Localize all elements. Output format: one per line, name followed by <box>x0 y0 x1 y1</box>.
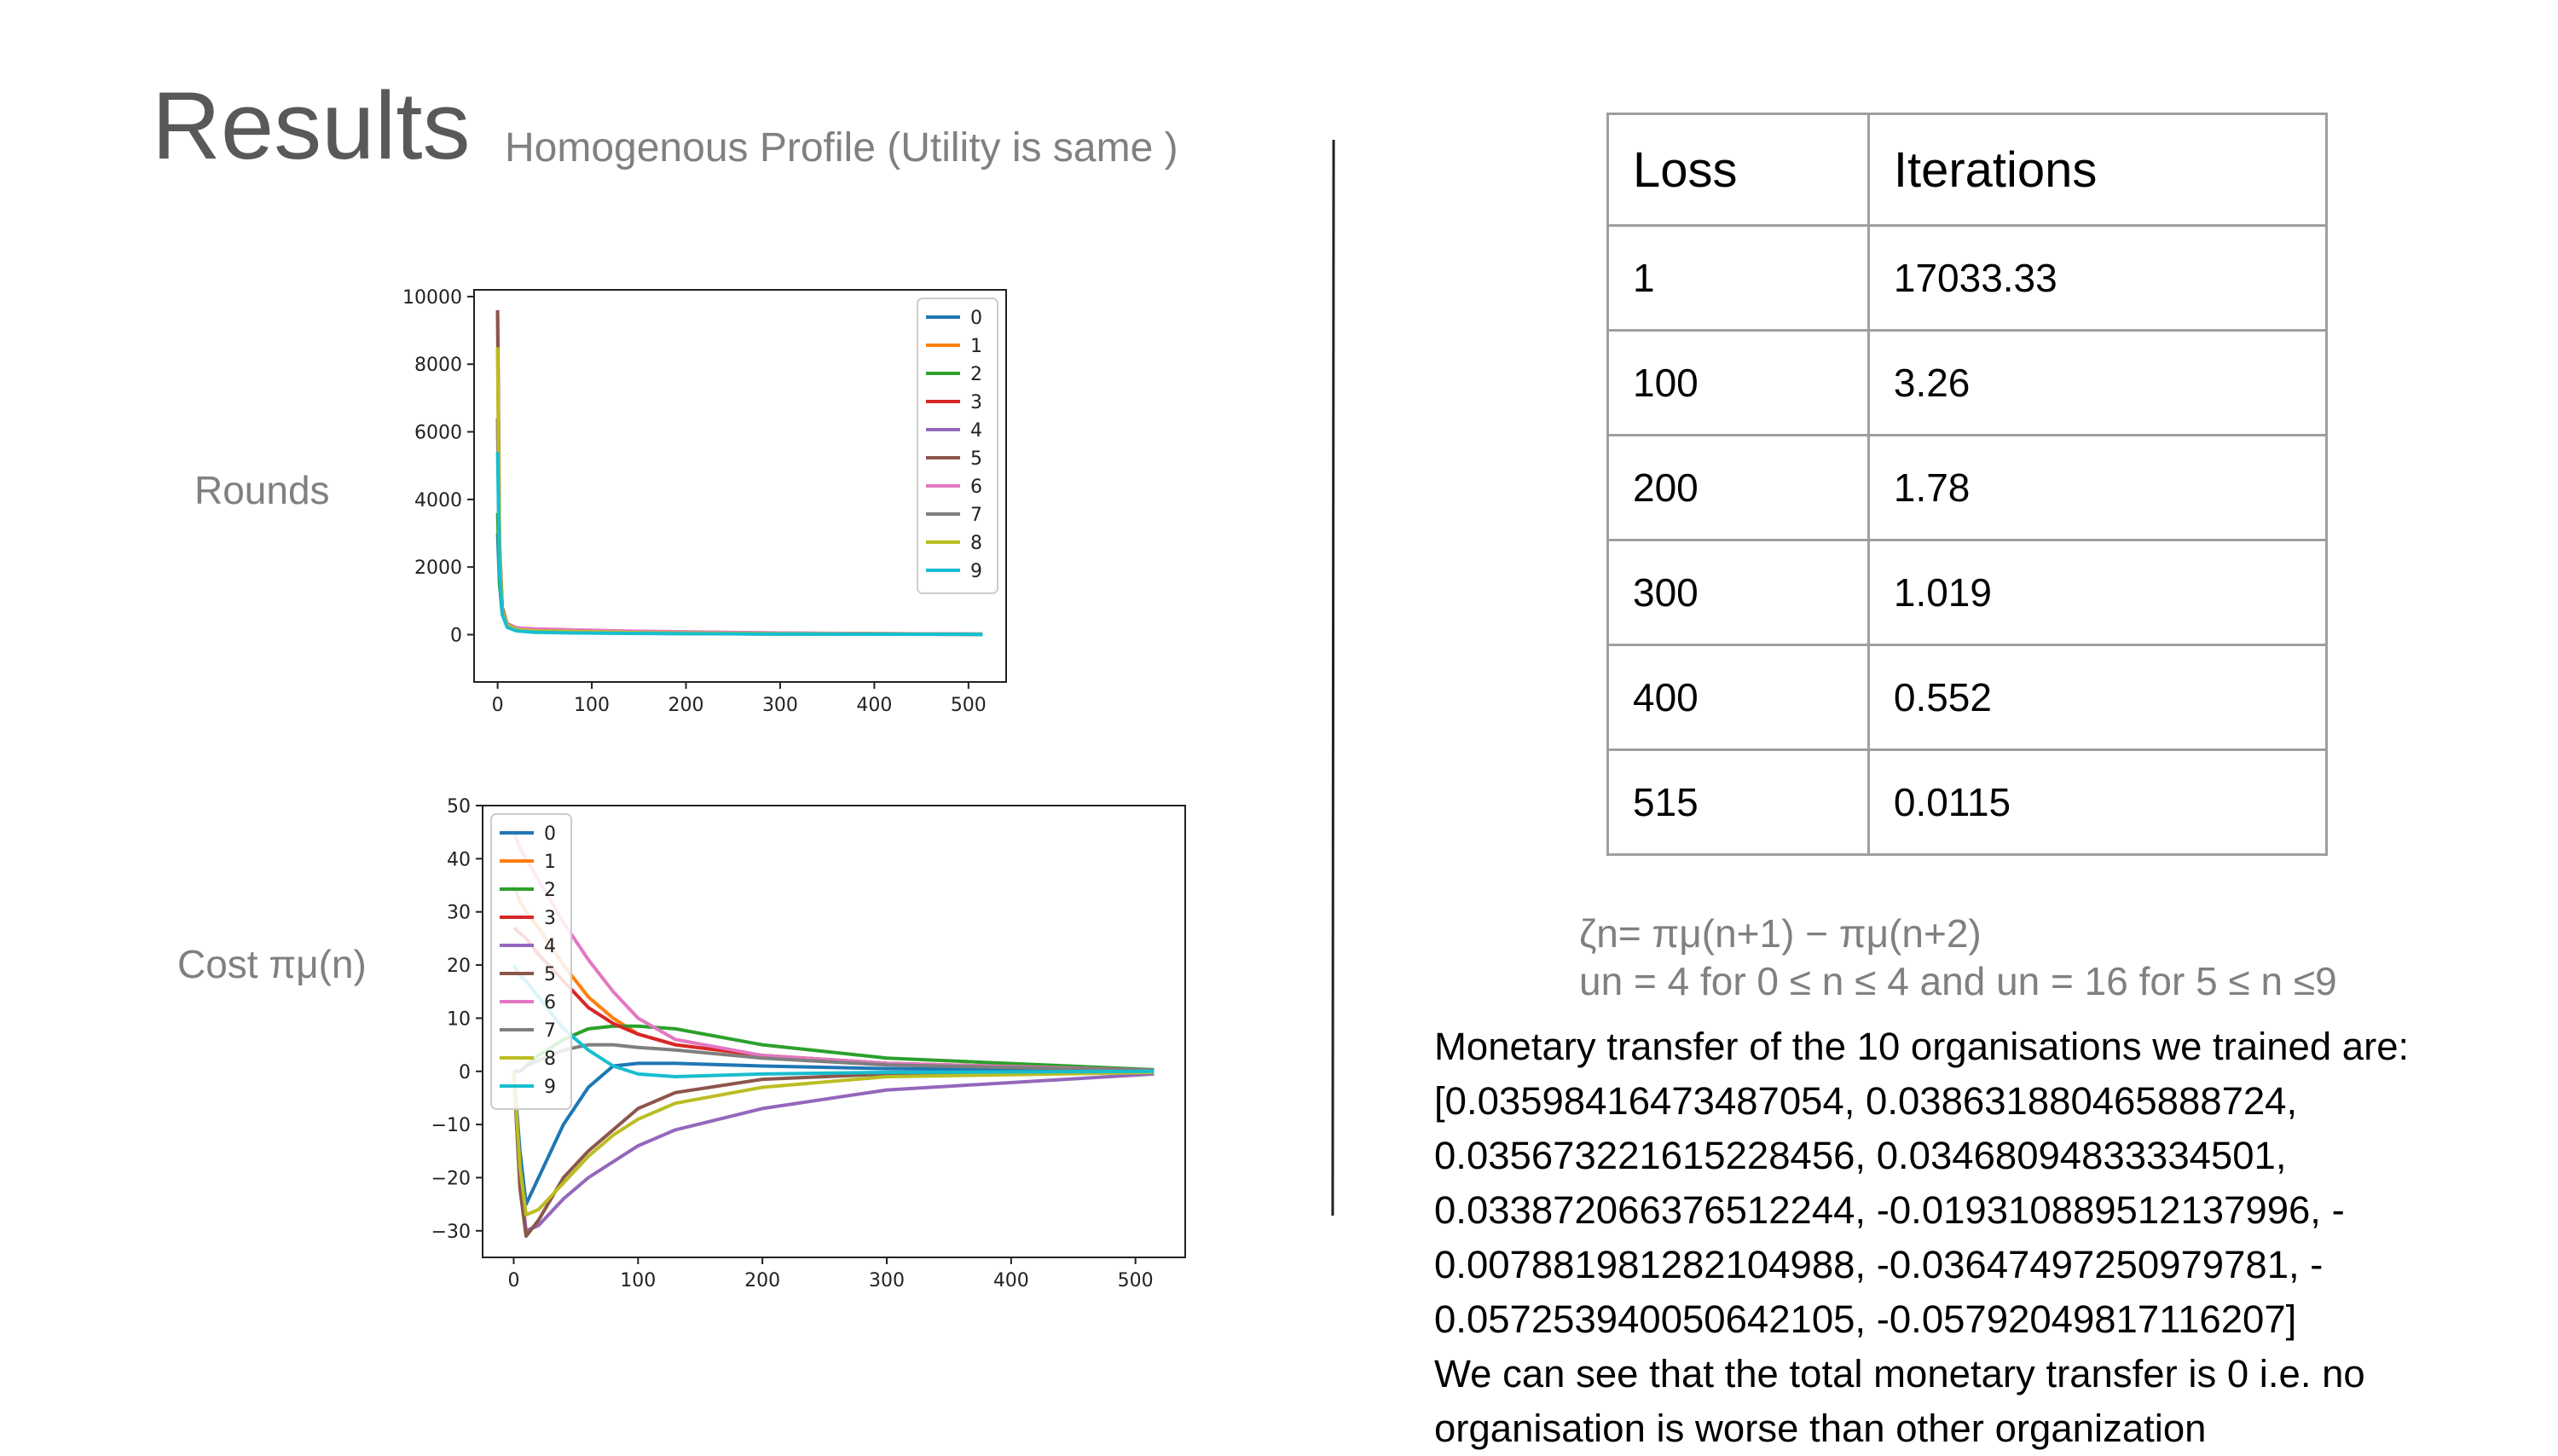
table-header-loss: Loss <box>1606 113 1870 227</box>
legend-box <box>917 298 998 594</box>
x-tick-label: 200 <box>744 1270 780 1291</box>
table-cell: 200 <box>1606 434 1870 541</box>
table-cell: 1.019 <box>1866 539 2329 646</box>
legend-label: 7 <box>970 505 982 526</box>
table-cell: 3.26 <box>1866 329 2329 436</box>
table-row: 300 1.019 <box>1606 539 2329 646</box>
y-tick-label: 10 <box>447 1008 471 1030</box>
y-tick-label: 8000 <box>414 355 462 376</box>
x-tick-label: 0 <box>507 1270 519 1291</box>
loss-iterations-table: Loss Iterations 1 17033.33 100 3.26 200 … <box>1606 113 2329 856</box>
x-tick-label: 100 <box>620 1270 656 1291</box>
cost-chart: 0 100 200 300 400 500−30−20−10010203040500123… <box>431 797 1186 1291</box>
table-header-iterations: Iterations <box>1866 113 2329 227</box>
rounds-chart-label: Rounds <box>194 468 330 512</box>
vertical-divider <box>1331 139 1335 1216</box>
transfer-line: organisation is worse than other organiz… <box>1434 1407 2207 1450</box>
legend-label: 9 <box>970 561 982 582</box>
legend-label: 7 <box>544 1020 556 1042</box>
legend-label: 0 <box>970 308 982 329</box>
legend-label: 1 <box>970 336 982 357</box>
table-cell: 0.0115 <box>1866 748 2329 856</box>
cost-chart-label: Cost πμ(n) <box>177 942 367 986</box>
x-tick-label: 500 <box>1118 1270 1154 1291</box>
page-title: Results <box>152 72 471 179</box>
y-tick-label: 0 <box>459 1062 471 1083</box>
legend-label: 3 <box>970 392 982 413</box>
table-cell: 515 <box>1606 748 1870 856</box>
table-cell: 0.552 <box>1866 644 2329 751</box>
y-tick-label: 4000 <box>414 490 462 511</box>
legend-label: 3 <box>544 908 556 929</box>
transfer-line: [0.03598416473487054, 0.0386318804658887… <box>1434 1079 2298 1123</box>
legend-label: 8 <box>970 533 982 554</box>
x-tick-label: 400 <box>993 1270 1029 1291</box>
x-tick-label: 300 <box>869 1270 905 1291</box>
transfer-line: 0.007881981282104988, -0.036474972509797… <box>1434 1243 2324 1286</box>
y-tick-label: −20 <box>431 1168 471 1189</box>
table-cell: 400 <box>1606 644 1870 751</box>
y-tick-label: −30 <box>431 1222 471 1243</box>
transfer-line: 0.033872066376512244, -0.019310889512137… <box>1434 1188 2345 1232</box>
series-line-8 <box>512 1071 1155 1217</box>
legend-label: 2 <box>544 880 556 901</box>
y-tick-label: 10000 <box>402 287 462 309</box>
x-tick-label: 100 <box>574 695 610 716</box>
x-tick-label: 0 <box>492 695 504 716</box>
table-cell: 1 <box>1606 224 1870 332</box>
y-tick-label: −10 <box>431 1115 471 1136</box>
table-cell: 300 <box>1606 539 1870 646</box>
legend-label: 6 <box>970 477 982 498</box>
legend-label: 0 <box>544 823 556 845</box>
x-tick-label: 400 <box>856 695 892 716</box>
table-row: 400 0.552 <box>1606 644 2329 751</box>
y-tick-label: 2000 <box>414 558 462 579</box>
legend-label: 9 <box>544 1077 556 1098</box>
table-row: 1 17033.33 <box>1606 224 2329 332</box>
transfer-line: Monetary transfer of the 10 organisation… <box>1434 1025 2410 1068</box>
legend-label: 4 <box>970 420 982 442</box>
y-tick-label: 0 <box>450 625 462 646</box>
page-subtitle: Homogenous Profile (Utility is same ) <box>505 125 1178 170</box>
y-tick-label: 6000 <box>414 423 462 444</box>
transfer-line: 0.035673221615228456, 0.0346809483333450… <box>1434 1134 2287 1177</box>
table-cell: 1.78 <box>1866 434 2329 541</box>
legend-label: 2 <box>970 364 982 385</box>
y-tick-label: 30 <box>447 903 471 924</box>
transfer-line: 0.057253940050642105, -0.057920498171162… <box>1434 1297 2297 1341</box>
y-tick-label: 40 <box>447 849 471 870</box>
table-cell: 100 <box>1606 329 1870 436</box>
series-line-5 <box>512 1070 1155 1239</box>
legend-label: 5 <box>544 964 556 985</box>
transfer-line: We can see that the total monetary trans… <box>1434 1352 2365 1395</box>
plot-frame <box>482 805 1186 1258</box>
x-tick-label: 300 <box>762 695 798 716</box>
table-row: 515 0.0115 <box>1606 748 2329 856</box>
y-tick-label: 20 <box>447 956 471 977</box>
x-tick-label: 500 <box>951 695 987 716</box>
utility-formula: un = 4 for 0 ≤ n ≤ 4 and un = 16 for 5 ≤… <box>1579 959 2337 1003</box>
table-header-row: Loss Iterations <box>1606 113 2329 227</box>
table-row: 200 1.78 <box>1606 434 2329 541</box>
series-line-9 <box>495 452 983 637</box>
legend-label: 1 <box>544 852 556 873</box>
x-tick-label: 200 <box>668 695 703 716</box>
legend-label: 5 <box>970 448 982 470</box>
legend-box <box>490 813 572 1110</box>
legend-label: 8 <box>544 1049 556 1070</box>
table-cell: 17033.33 <box>1866 224 2329 332</box>
legend-label: 4 <box>544 936 556 957</box>
legend-label: 6 <box>544 992 556 1014</box>
rounds-chart: 0 100 200 300 400 500 0 2000 4000 6000 8000 10000 0 1… <box>402 287 1007 716</box>
monetary-transfer-text: Monetary transfer of the 10 organisation… <box>1434 1020 2543 1456</box>
y-tick-label: 50 <box>447 797 471 818</box>
zeta-formula: ζn= πμ(n+1) − πμ(n+2) <box>1579 911 1982 956</box>
table-row: 100 3.26 <box>1606 329 2329 436</box>
